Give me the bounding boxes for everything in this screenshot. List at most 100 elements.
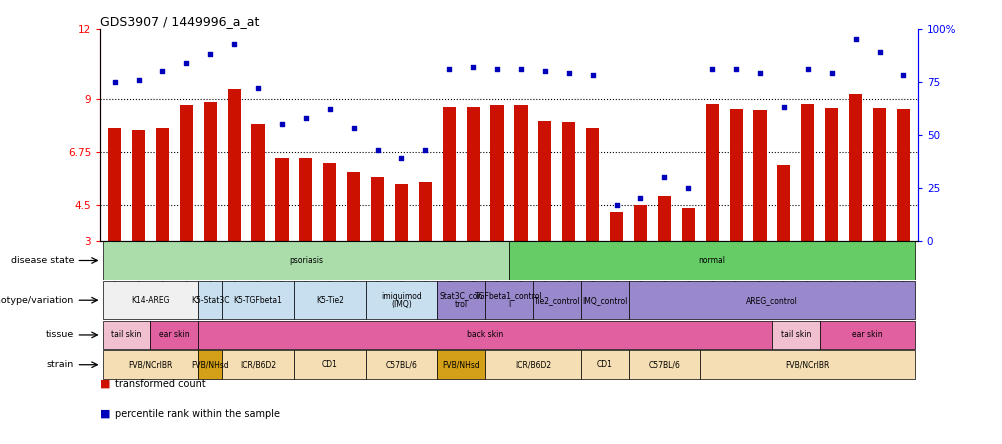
Bar	[222, 281, 294, 319]
Text: C57BL/6: C57BL/6	[648, 360, 679, 369]
Text: percentile rank within the sample: percentile rank within the sample	[115, 409, 281, 419]
Bar	[442, 107, 455, 241]
Point	[871, 48, 887, 56]
Bar	[728, 109, 741, 241]
Point	[130, 76, 146, 83]
Point	[727, 66, 743, 73]
Bar	[772, 321, 819, 349]
Point	[895, 72, 911, 79]
Bar	[628, 281, 915, 319]
Point	[369, 146, 385, 153]
Text: imiquimod
(IMQ): imiquimod (IMQ)	[381, 292, 422, 309]
Text: TGFbeta1_control
l: TGFbeta1_control l	[475, 292, 542, 309]
Bar	[198, 321, 772, 349]
Bar	[562, 122, 575, 241]
Bar	[872, 108, 885, 241]
Point	[608, 201, 624, 208]
Bar	[485, 281, 532, 319]
Bar	[485, 350, 580, 379]
Bar	[294, 350, 366, 379]
Point	[584, 72, 600, 79]
Text: CD1: CD1	[322, 360, 338, 369]
Point	[679, 184, 695, 191]
Bar	[203, 102, 216, 241]
Bar	[252, 124, 265, 241]
Bar	[628, 350, 699, 379]
Point	[393, 155, 409, 162]
Bar	[366, 350, 437, 379]
Bar	[514, 105, 527, 241]
Bar	[538, 121, 551, 241]
Bar	[179, 105, 192, 241]
Text: C57BL/6: C57BL/6	[385, 360, 417, 369]
Bar	[848, 94, 862, 241]
Text: K5-Stat3C: K5-Stat3C	[190, 296, 229, 305]
Text: normal: normal	[698, 256, 725, 265]
Point	[274, 121, 290, 128]
Text: tail skin: tail skin	[111, 330, 141, 340]
Bar	[466, 107, 479, 241]
Bar	[633, 205, 646, 241]
Point	[202, 51, 218, 58]
Bar	[108, 128, 121, 241]
Text: IMQ_control: IMQ_control	[581, 296, 626, 305]
Bar	[896, 109, 909, 241]
Point	[632, 195, 648, 202]
Bar	[294, 281, 366, 319]
Text: FVB/NHsd: FVB/NHsd	[191, 360, 228, 369]
Bar	[419, 182, 432, 241]
Point	[536, 67, 552, 75]
Bar	[276, 158, 289, 241]
Text: tail skin: tail skin	[780, 330, 811, 340]
Point	[225, 40, 241, 47]
Bar	[102, 350, 198, 379]
Point	[441, 66, 457, 73]
Bar	[609, 212, 622, 241]
Point	[512, 66, 528, 73]
Bar	[102, 281, 198, 319]
Bar	[585, 128, 598, 241]
Text: ■: ■	[100, 379, 110, 389]
Bar	[299, 158, 312, 241]
Point	[489, 66, 505, 73]
Text: disease state: disease state	[10, 256, 74, 265]
Point	[799, 66, 815, 73]
Point	[249, 85, 266, 92]
Bar	[395, 184, 408, 241]
Bar	[681, 208, 694, 241]
Text: psoriasis: psoriasis	[289, 256, 323, 265]
Bar	[705, 104, 718, 241]
Text: ICR/B6D2: ICR/B6D2	[514, 360, 550, 369]
Bar	[150, 321, 198, 349]
Bar	[102, 242, 508, 280]
Text: FVB/NCrIBR: FVB/NCrIBR	[128, 360, 172, 369]
Point	[298, 114, 314, 121]
Text: back skin: back skin	[467, 330, 503, 340]
Bar	[490, 105, 503, 241]
Text: ear skin: ear skin	[159, 330, 189, 340]
Text: CD1: CD1	[596, 360, 612, 369]
Text: AREG_control: AREG_control	[745, 296, 797, 305]
Bar	[819, 321, 915, 349]
Point	[560, 70, 576, 77]
Point	[178, 59, 194, 66]
Bar	[132, 130, 145, 241]
Bar	[580, 281, 628, 319]
Bar	[102, 321, 150, 349]
Bar	[753, 110, 766, 241]
Text: Tie2_control: Tie2_control	[533, 296, 579, 305]
Point	[154, 67, 170, 75]
Point	[346, 125, 362, 132]
Bar	[222, 350, 294, 379]
Bar	[532, 281, 580, 319]
Text: strain: strain	[47, 360, 74, 369]
Bar	[437, 281, 485, 319]
Point	[322, 106, 338, 113]
Bar	[508, 242, 915, 280]
Text: K5-TGFbeta1: K5-TGFbeta1	[233, 296, 283, 305]
Text: FVB/NHsd: FVB/NHsd	[442, 360, 480, 369]
Point	[752, 70, 768, 77]
Point	[106, 78, 122, 85]
Bar	[155, 128, 169, 241]
Text: ■: ■	[100, 409, 110, 419]
